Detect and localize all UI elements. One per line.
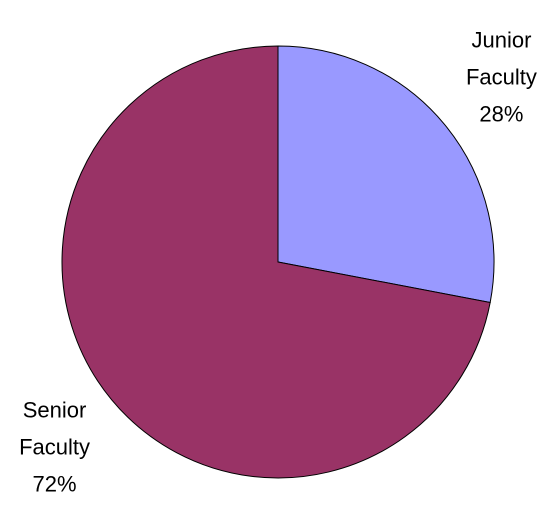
slice-label: Senior Faculty 72% [10, 391, 100, 502]
pie-slice [277, 45, 495, 304]
pie-slice [61, 45, 491, 479]
value-label: 72% [32, 471, 77, 497]
category-label: Junior Faculty [465, 27, 537, 90]
category-label: Senior Faculty [19, 397, 90, 460]
slice-label: Junior Faculty 28% [456, 22, 546, 133]
value-label: 28% [479, 101, 524, 127]
